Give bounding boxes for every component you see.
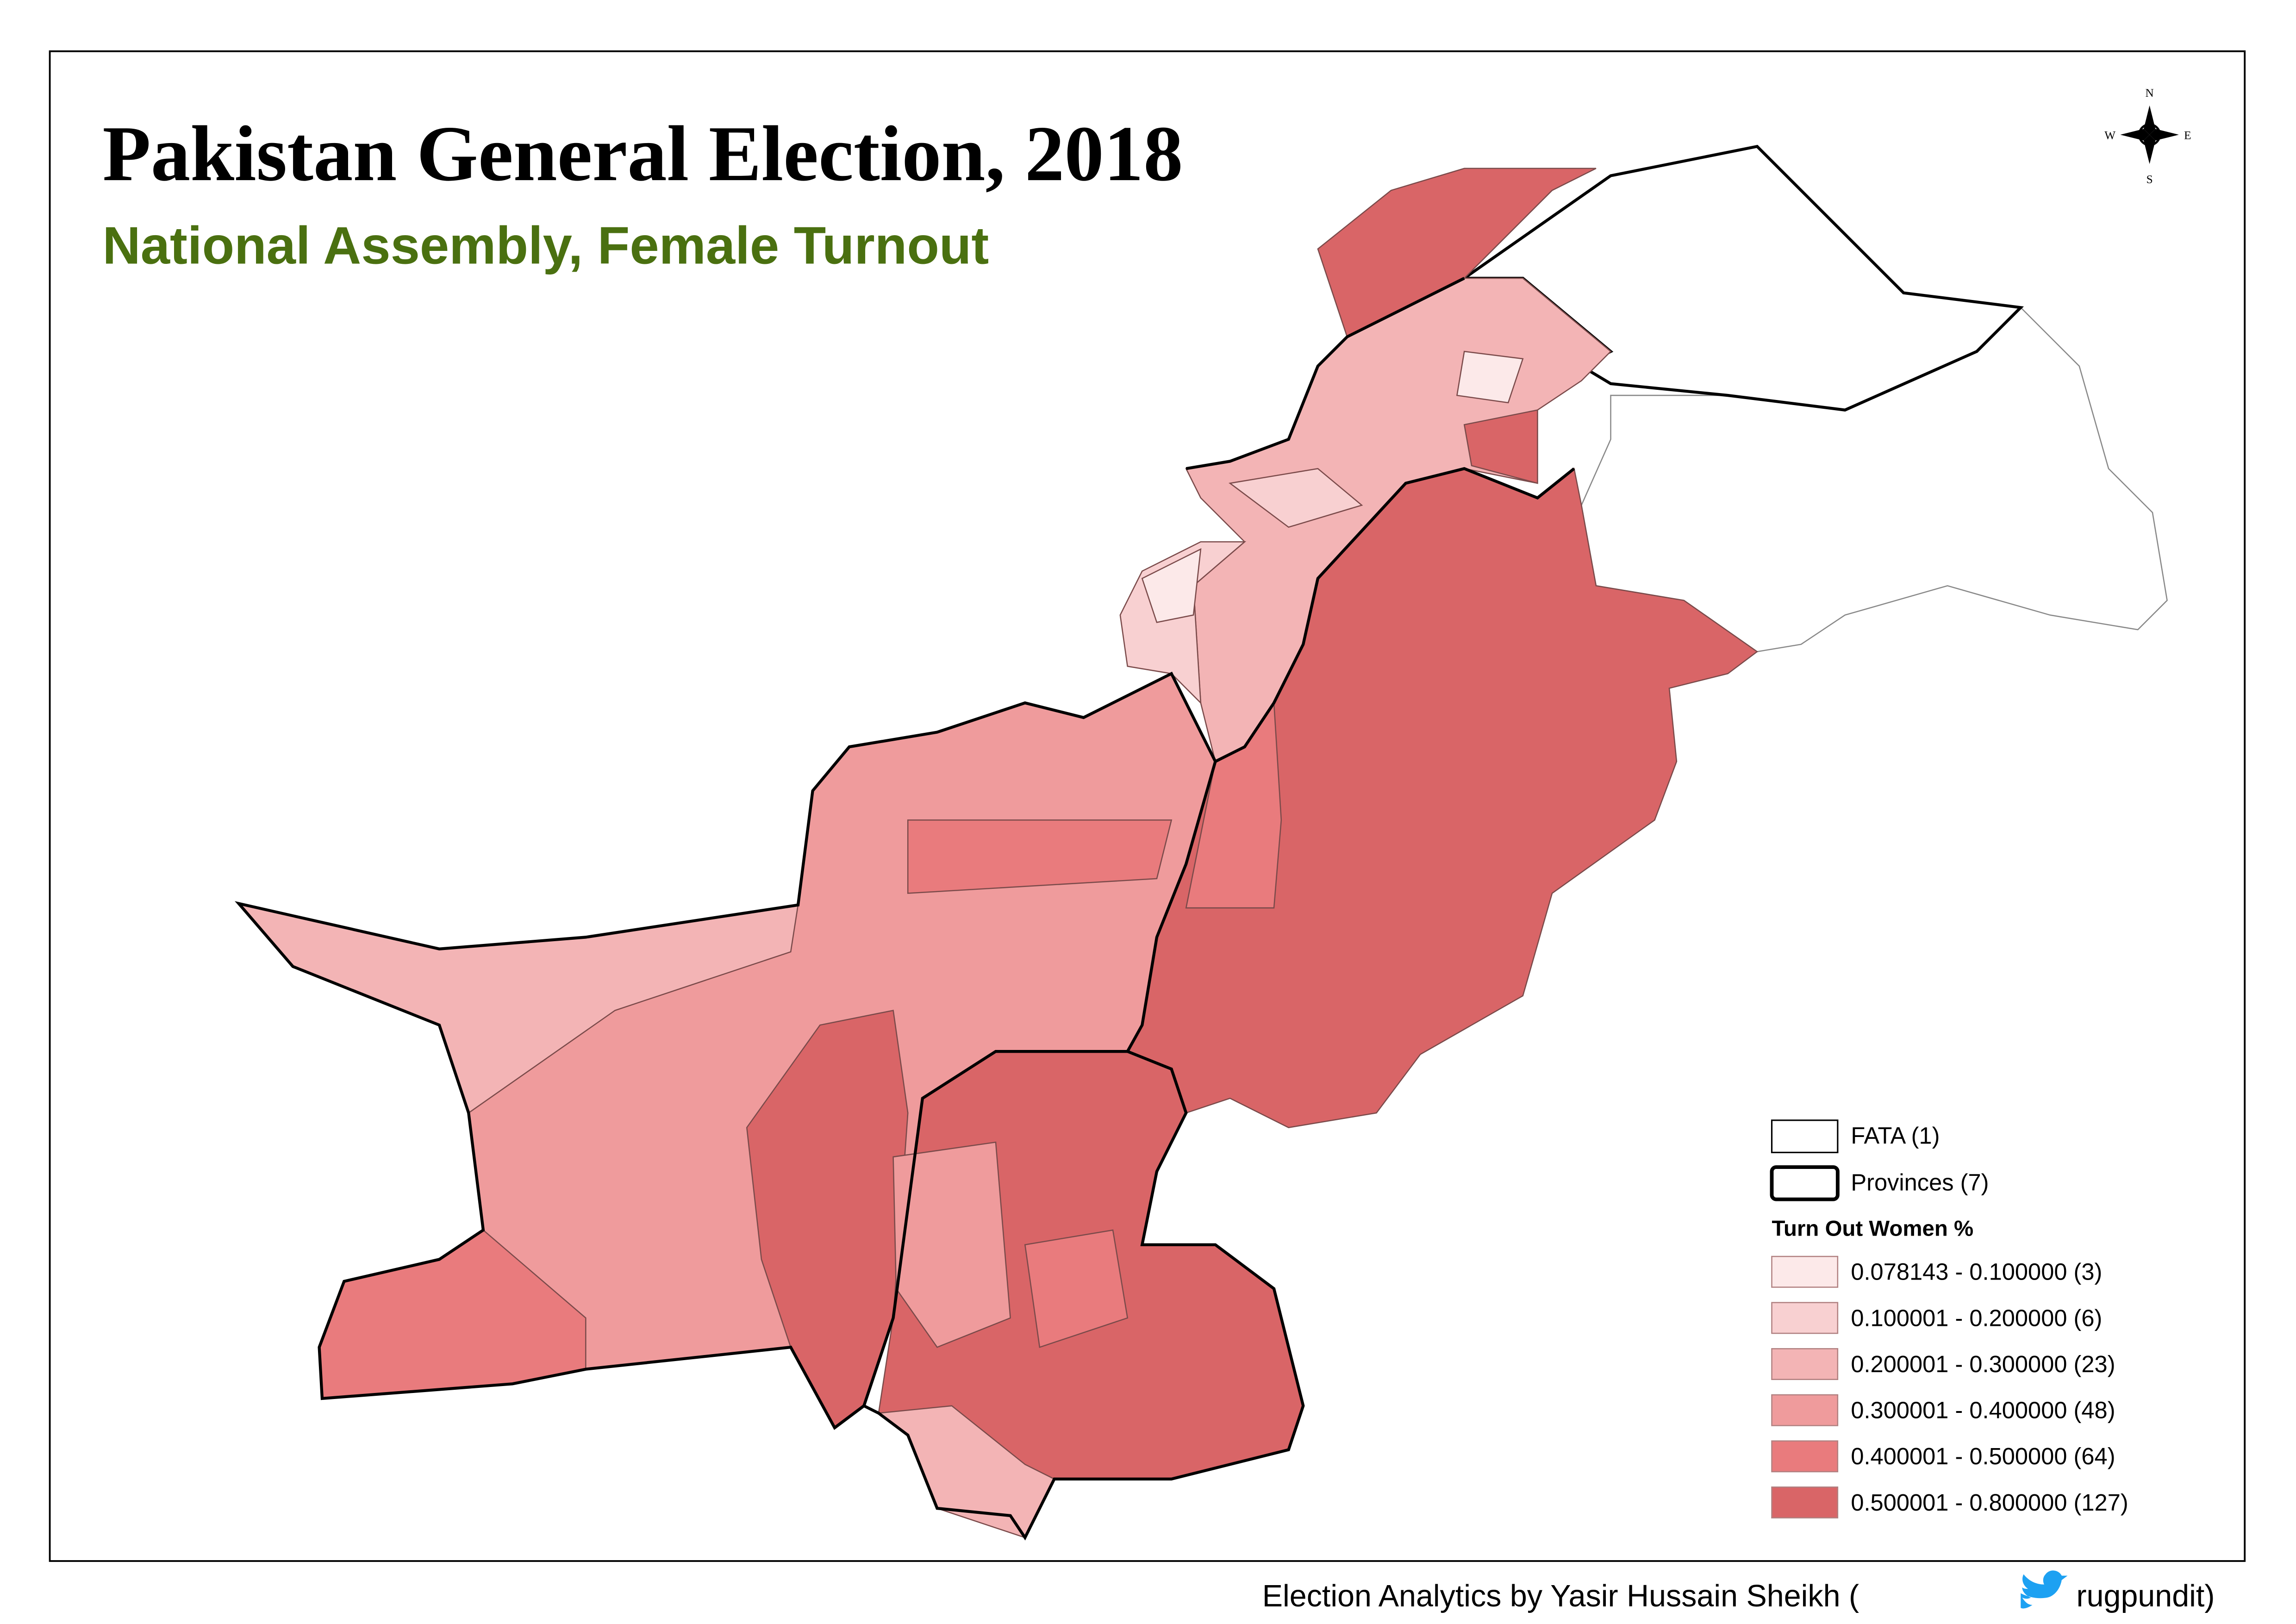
- legend-label: Provinces (7): [1851, 1169, 1989, 1196]
- legend-swatch: [1771, 1486, 1839, 1518]
- legend-label: 0.078143 - 0.100000 (3): [1851, 1259, 2102, 1285]
- kashmir: [1580, 306, 2168, 652]
- region: [1229, 468, 1363, 528]
- province-borders: [234, 277, 1575, 1541]
- legend-swatch: [1770, 1165, 1840, 1201]
- region: [1456, 350, 1524, 404]
- compass-arrow: [2143, 105, 2156, 135]
- legend-label: 0.100001 - 0.200000 (6): [1851, 1305, 2102, 1331]
- legend-title: Turn Out Women %: [1772, 1217, 1974, 1241]
- legend-swatch: [1771, 1348, 1839, 1380]
- subtitle: National Assembly, Female Turnout: [102, 216, 989, 275]
- compass-arrow: [2120, 129, 2150, 141]
- credit-handle: rugpundit): [2076, 1579, 2215, 1613]
- region: [1024, 1229, 1129, 1348]
- compass-letter: E: [2184, 129, 2191, 142]
- border: [1185, 277, 1465, 470]
- compass-arrow: [2143, 135, 2156, 164]
- compass-letter: N: [2145, 87, 2153, 100]
- legend-label: 0.400001 - 0.500000 (64): [1851, 1443, 2115, 1469]
- legend-swatch: [1771, 1394, 1839, 1426]
- compass-arrow: [2149, 129, 2179, 141]
- region: [907, 819, 1173, 894]
- legend-label: 0.200001 - 0.300000 (23): [1851, 1351, 2115, 1377]
- legend-swatch: [1771, 1119, 1839, 1154]
- legend-swatch: [1771, 1302, 1839, 1334]
- legend: FATA (1) Provinces (7) Turn Out Women % …: [1770, 1119, 2128, 1518]
- compass-ring: [2138, 123, 2161, 146]
- legend-label: 0.500001 - 0.800000 (127): [1851, 1489, 2128, 1516]
- border: [1215, 467, 1575, 763]
- compass-letter: S: [2146, 173, 2153, 186]
- credit: Election Analytics by Yasir Hussain Shei…: [1262, 1570, 2215, 1613]
- map: [234, 144, 2168, 1541]
- twitter-icon: [2021, 1570, 2068, 1609]
- legend-label: FATA (1): [1851, 1122, 1940, 1149]
- legend-label: 0.300001 - 0.400000 (48): [1851, 1397, 2115, 1424]
- compass-letter: W: [2104, 129, 2115, 142]
- legend-swatch: [1771, 1255, 1839, 1288]
- legend-swatch: [1771, 1440, 1839, 1473]
- region: [1463, 409, 1538, 484]
- compass: N S E W: [2104, 87, 2191, 186]
- credit-text: Election Analytics by Yasir Hussain Shei…: [1262, 1579, 1859, 1613]
- region: [892, 1141, 1011, 1348]
- border: [234, 671, 1305, 1541]
- title: Pakistan General Election, 2018: [102, 110, 1183, 197]
- region: [1141, 548, 1202, 623]
